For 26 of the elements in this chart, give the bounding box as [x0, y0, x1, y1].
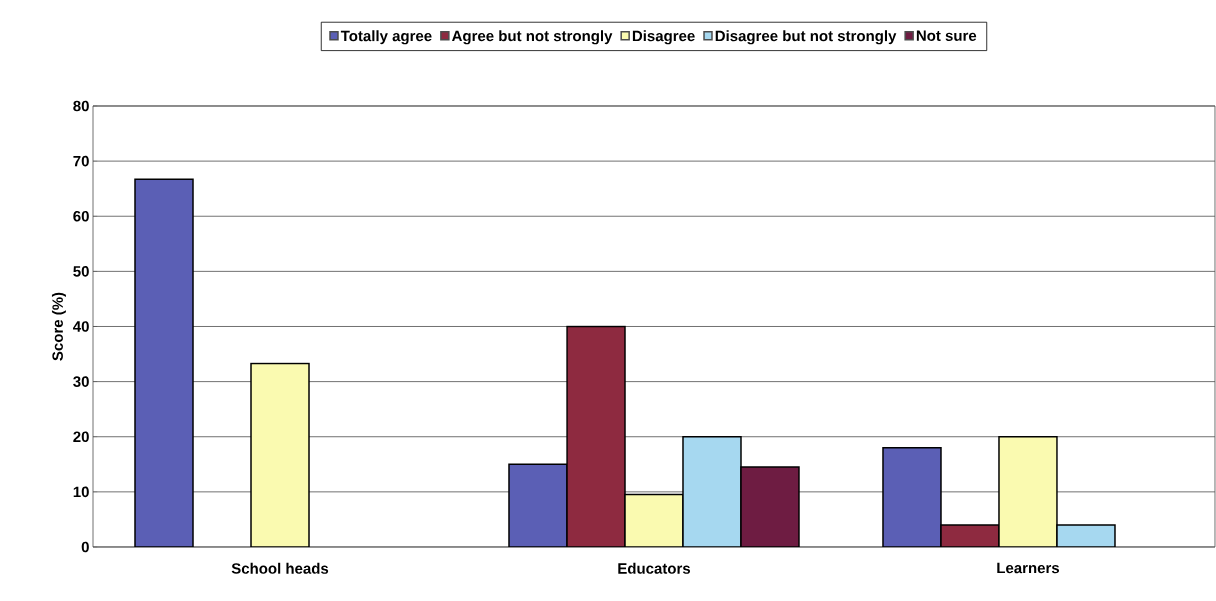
x-tick-label: Learners: [997, 562, 1060, 574]
y-tick-label: 70: [73, 155, 89, 167]
legend-label: Agree but not strongly: [451, 30, 613, 45]
bar: [624, 493, 684, 547]
legend-label: Not sure: [916, 30, 977, 41]
y-tick-label: 50: [73, 266, 89, 277]
x-tick-label: Educators: [618, 562, 691, 574]
legend-label: Totally agree: [340, 30, 432, 45]
y-tick-label: 60: [73, 210, 89, 222]
y-tick-label: 40: [73, 321, 89, 332]
bar: [682, 435, 742, 547]
bar: [250, 362, 310, 547]
legend-label: Disagree but not strongly: [715, 30, 897, 45]
bar: [134, 178, 194, 547]
y-tick-label: 20: [73, 431, 89, 443]
y-tick-label: 0: [81, 541, 89, 553]
bar: [998, 435, 1058, 547]
y-tick-label: 80: [73, 100, 89, 112]
y-tick-label: 10: [73, 486, 89, 498]
bar: [882, 447, 942, 547]
bar: [566, 325, 626, 547]
y-axis-title: Score (%): [51, 292, 66, 361]
x-tick-label: School heads: [231, 562, 329, 574]
bar: [508, 463, 568, 547]
y-tick-label: 30: [73, 376, 89, 387]
legend-label: Disagree: [632, 30, 695, 45]
